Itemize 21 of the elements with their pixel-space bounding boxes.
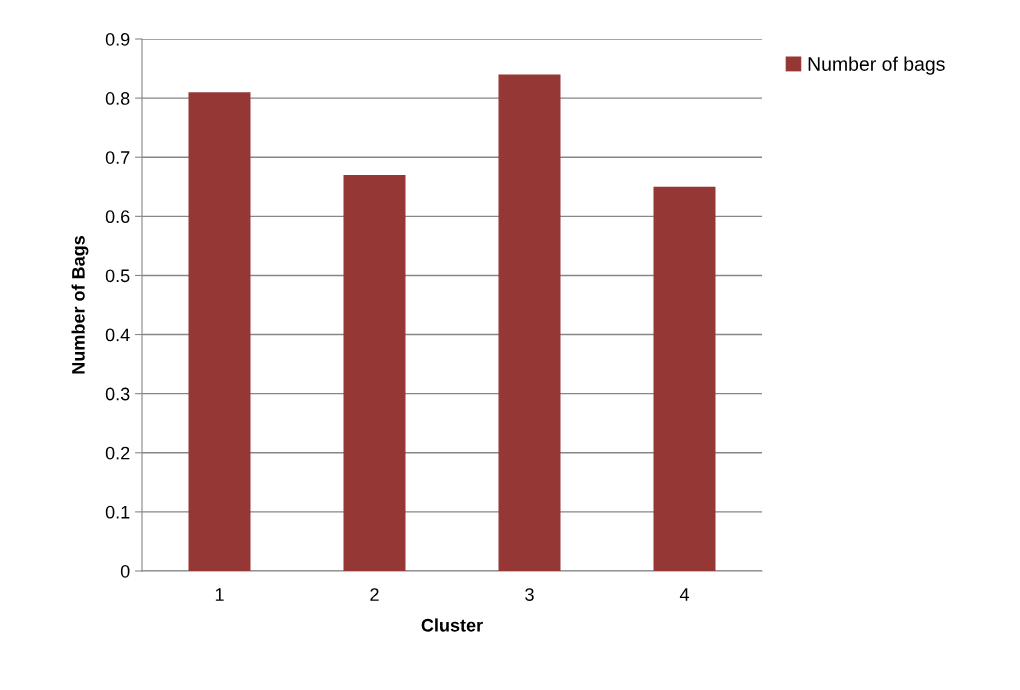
x-axis-title: Cluster xyxy=(421,618,483,632)
y-tick-label: 0.6 xyxy=(105,210,130,224)
y-tick-label: 0.5 xyxy=(105,269,130,283)
y-tick-label: 0.8 xyxy=(105,92,130,105)
y-tick-label: 0.7 xyxy=(105,151,130,164)
x-tick-label: 1 xyxy=(215,588,224,601)
x-tick-label: 2 xyxy=(370,588,379,601)
bar xyxy=(343,174,406,571)
y-tick-label: 0.4 xyxy=(105,328,130,342)
y-tick-label: 0.9 xyxy=(105,32,130,46)
legend-label: Number of bags xyxy=(808,56,945,75)
x-tick-label: 3 xyxy=(525,588,534,601)
y-axis-title: Number of Bags xyxy=(71,236,89,374)
bar xyxy=(188,92,251,571)
y-tick-label: 0 xyxy=(120,564,130,578)
y-tick-label: 0.1 xyxy=(105,505,130,519)
x-tick-label: 4 xyxy=(679,588,689,601)
bar xyxy=(653,186,716,571)
bar xyxy=(498,74,561,571)
y-tick-label: 0.3 xyxy=(105,387,130,401)
y-tick-label: 0.2 xyxy=(105,446,130,460)
